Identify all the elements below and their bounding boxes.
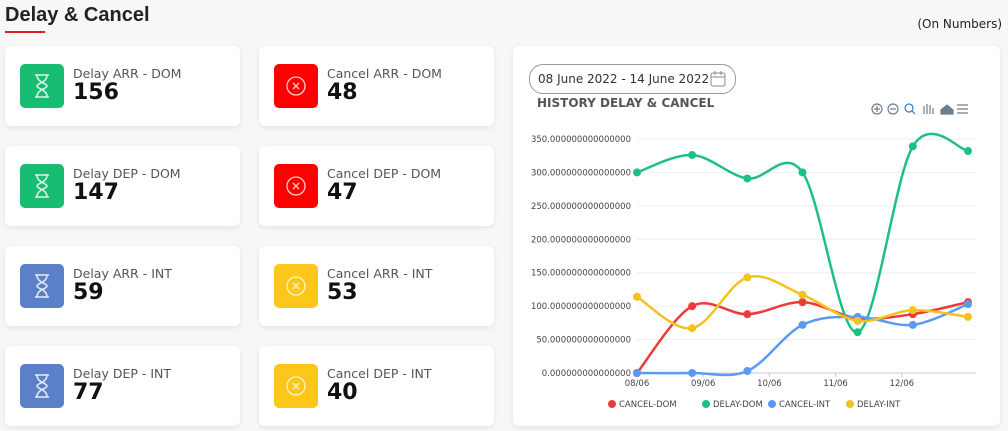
data-point [798, 320, 807, 329]
data-point [743, 174, 752, 183]
stat-icon [274, 164, 318, 208]
stat-card: Delay DEP - INT 77 [5, 346, 240, 426]
data-point [688, 151, 697, 160]
x-tick-label: 09/06 [691, 379, 716, 389]
data-point [743, 310, 752, 319]
data-point [908, 320, 917, 329]
x-tick-label: 12/06 [890, 379, 915, 389]
data-point [743, 273, 752, 282]
stat-value: 40 [327, 380, 358, 405]
stat-label: Cancel ARR - DOM [327, 66, 442, 81]
stat-card: Cancel ARR - INT 53 [259, 246, 494, 326]
stat-label: Delay DEP - INT [73, 366, 172, 381]
y-tick-label: 0.000000000000000 [542, 369, 631, 379]
calendar-icon [710, 71, 726, 87]
stat-value: 77 [73, 380, 104, 405]
stat-value: 59 [73, 280, 104, 305]
y-tick-label: 150.000000000000000 [531, 269, 631, 279]
data-point [633, 369, 641, 377]
stat-card: Delay ARR - INT 59 [5, 246, 240, 326]
legend-marker [608, 400, 616, 408]
y-tick-label: 300.000000000000000 [531, 168, 631, 178]
units-note: (On Numbers) [917, 17, 1002, 31]
data-point [633, 168, 641, 177]
stat-icon [274, 64, 318, 108]
data-point [964, 147, 972, 156]
data-point [853, 316, 862, 325]
data-point [853, 328, 862, 337]
y-tick-label: 350.000000000000000 [531, 135, 631, 145]
legend-marker [768, 400, 776, 408]
date-text: 08 June 2022 - 14 June 2022 [538, 72, 710, 86]
title-underline [5, 31, 45, 33]
y-tick-label: 100.000000000000000 [531, 302, 631, 312]
toolbar[interactable] [871, 103, 968, 115]
data-point [964, 300, 972, 309]
x-tick-label: 11/06 [823, 379, 848, 389]
stat-icon [20, 364, 64, 408]
date-range[interactable]: 08 June 2022 - 14 June 2022 [529, 64, 736, 94]
data-point [743, 366, 752, 375]
stat-icon [274, 264, 318, 308]
stat-value: 47 [327, 180, 358, 205]
stat-card: Delay ARR - DOM 156 [5, 46, 240, 126]
stat-label: Delay ARR - INT [73, 266, 172, 281]
y-tick-label: 200.000000000000000 [531, 235, 631, 245]
data-point [688, 302, 697, 311]
stat-card: Cancel DEP - DOM 47 [259, 146, 494, 226]
chart-title: HISTORY DELAY & CANCEL [537, 96, 715, 110]
legend-marker [702, 400, 710, 408]
legend-label: DELAY-INT [857, 400, 901, 410]
y-tick-label: 50.000000000000000 [536, 336, 631, 346]
stat-icon [20, 164, 64, 208]
stat-card: Cancel ARR - DOM 48 [259, 46, 494, 126]
data-point [688, 369, 697, 377]
data-point [633, 292, 641, 301]
chart: HISTORY DELAY & CANCEL 0.000000000000000… [531, 96, 976, 410]
y-tick-label: 250.000000000000000 [531, 202, 631, 212]
legend-label: DELAY-DOM [713, 400, 763, 410]
legend-label: CANCEL-DOM [619, 400, 677, 410]
data-point [798, 298, 807, 307]
x-tick-label: 08/06 [625, 379, 650, 389]
series-line [636, 300, 969, 374]
stat-label: Delay ARR - DOM [73, 66, 182, 81]
data-point [798, 290, 807, 299]
data-point [798, 168, 807, 177]
legend-marker [846, 400, 854, 408]
page-title: Delay & Cancel [5, 4, 150, 26]
chart-panel: 08 June 2022 - 14 June 2022 HISTORY DELA… [513, 46, 1000, 426]
stat-value: 156 [73, 80, 119, 105]
stat-label: Cancel ARR - INT [327, 266, 433, 281]
data-point [964, 312, 972, 321]
stat-card: Delay DEP - DOM 147 [5, 146, 240, 226]
stat-value: 147 [73, 180, 119, 205]
stat-value: 53 [327, 280, 358, 305]
stat-label: Cancel DEP - INT [327, 366, 432, 381]
stat-label: Delay DEP - DOM [73, 166, 181, 181]
legend-label: CANCEL-INT [779, 400, 831, 410]
data-point [688, 324, 697, 333]
data-point [908, 306, 917, 315]
stat-card: Cancel DEP - INT 40 [259, 346, 494, 426]
x-tick-label: 10/06 [757, 379, 782, 389]
stat-label: Cancel DEP - DOM [327, 166, 442, 181]
stat-icon [20, 64, 64, 108]
data-point [908, 142, 917, 151]
stat-value: 48 [327, 80, 358, 105]
stat-icon [20, 264, 64, 308]
stat-icon [274, 364, 318, 408]
